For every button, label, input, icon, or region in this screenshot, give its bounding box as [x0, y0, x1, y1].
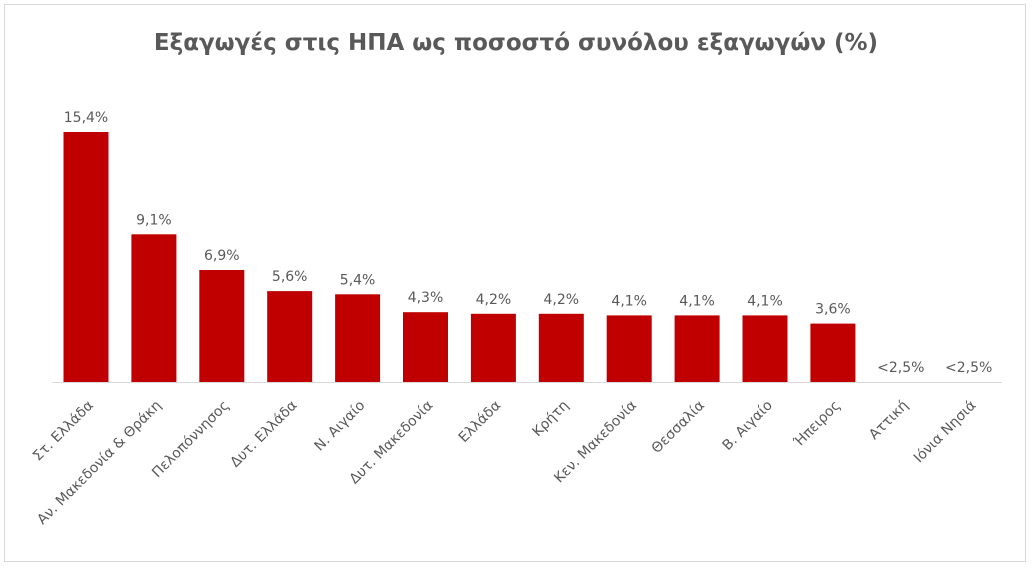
bar [810, 323, 856, 382]
data-label: 4,1% [679, 293, 715, 309]
bar [606, 315, 652, 382]
bar [742, 315, 788, 382]
data-label: 6,9% [204, 248, 240, 264]
category-label: Στ. Ελλάδα [30, 398, 97, 465]
category-label: Β. Αιγαίο [720, 398, 776, 454]
category-label: Ελλάδα [456, 398, 504, 446]
bar [335, 294, 381, 382]
data-label: 4,2% [476, 292, 512, 308]
category-label: Δυτ. Ελλάδα [227, 398, 300, 471]
bar [63, 132, 109, 382]
data-label: 15,4% [64, 110, 108, 126]
chart-title: Εξαγωγές στις ΗΠΑ ως ποσοστό συνόλου εξα… [153, 30, 879, 56]
category-label: Ν. Αιγαίο [311, 398, 368, 455]
category-label: Ιόνια Νησιά [911, 398, 980, 467]
bars-group [63, 132, 856, 382]
category-label: Ήπειρος [790, 398, 843, 451]
value-labels-group: 15,4% 9,1% 6,9% 5,6% 5,4% 4,3% 4,2% 4,2% 4,1% 4,1… [64, 110, 993, 376]
bar [674, 315, 720, 382]
category-label: Κρήτη [530, 398, 573, 441]
data-label: 5,6% [272, 269, 308, 285]
category-label: Θεσσαλία [649, 398, 708, 457]
data-label: <2,5% [877, 360, 924, 376]
category-label: Αττική [866, 398, 911, 443]
data-label: 9,1% [136, 212, 172, 228]
data-label: 4,2% [544, 292, 580, 308]
category-label: Αν. Μακεδονία & Θράκη [34, 398, 164, 528]
data-label: <2,5% [945, 360, 992, 376]
bar [470, 313, 516, 382]
data-label: 4,1% [747, 293, 783, 309]
bar [131, 234, 177, 382]
bar [199, 270, 245, 382]
bar [538, 313, 584, 382]
bar [267, 291, 313, 382]
data-label: 5,4% [340, 272, 376, 288]
data-label: 4,1% [611, 293, 647, 309]
data-label: 4,3% [408, 290, 444, 306]
data-label: 3,6% [815, 302, 851, 318]
bar [403, 312, 448, 382]
